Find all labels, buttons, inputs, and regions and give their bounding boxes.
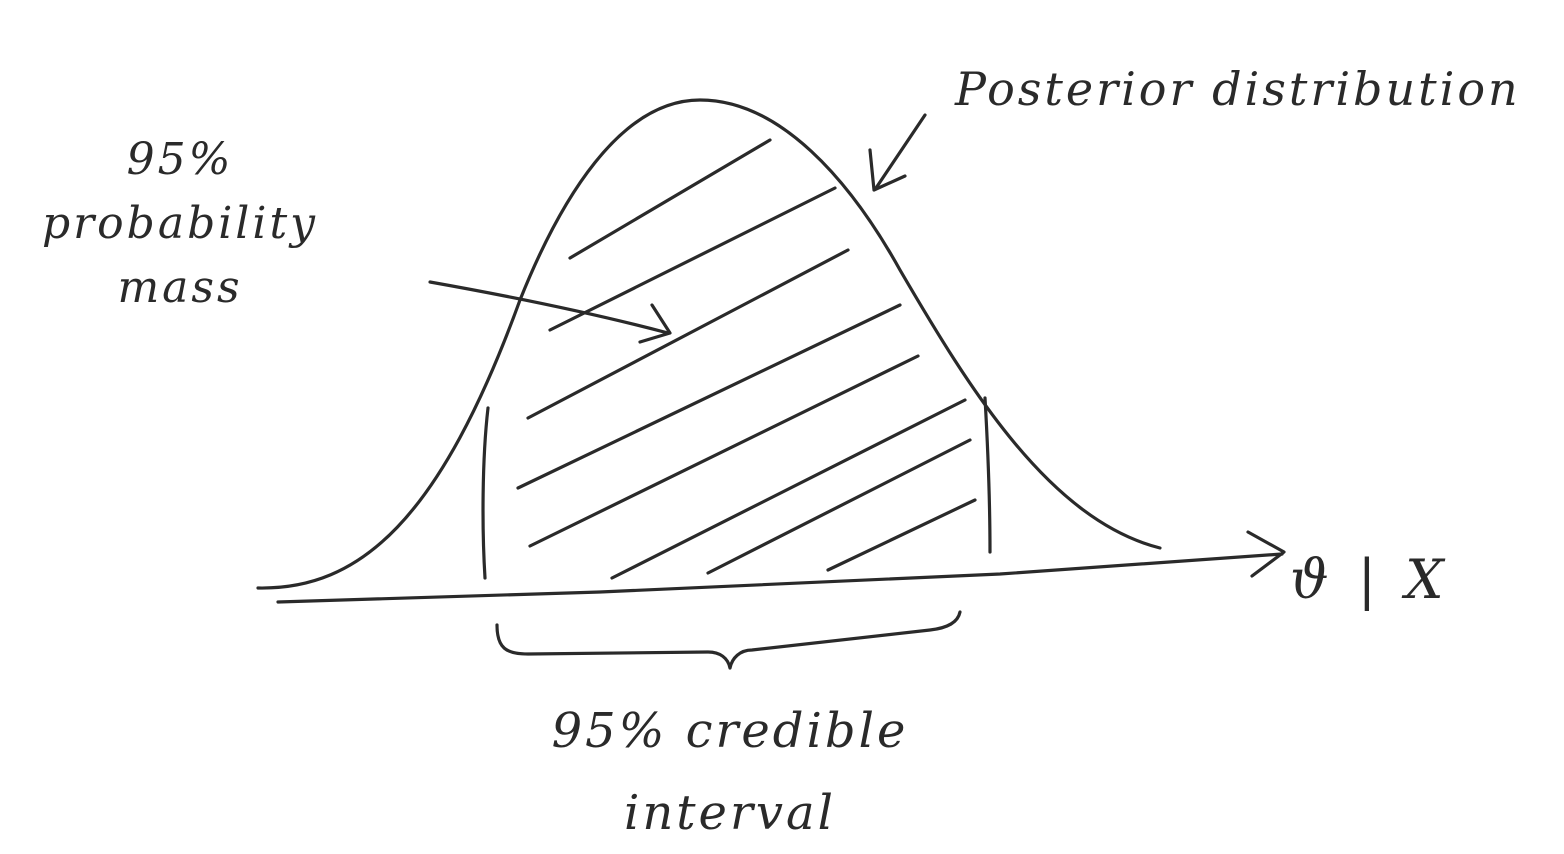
posterior-curve [256, 98, 1162, 590]
hatch-lines [516, 138, 977, 580]
interval-right-boundary [983, 396, 992, 554]
posterior-arrow-shaft [874, 113, 927, 190]
mass-arrow-shaft [428, 280, 670, 335]
interval-label-line-1: 95% credible [551, 703, 909, 759]
posterior-arrow-head [868, 148, 907, 192]
mass-label-line-3: mass [117, 262, 243, 313]
interval-left-boundary [481, 406, 490, 580]
interval-label-line-2: interval [624, 785, 836, 841]
mass-label-line-2: probability [41, 198, 318, 249]
credible-interval-label: 95% credible interval [505, 690, 955, 854]
x-axis-arrowhead [1246, 530, 1286, 578]
interval-brace [495, 610, 962, 670]
probability-mass-label: 95% probability mass [20, 128, 340, 320]
axis-label: ϑ | X [1290, 548, 1450, 611]
x-axis-line [276, 552, 1284, 604]
mass-label-line-1: 95% [126, 134, 234, 185]
mass-arrow-head [638, 303, 672, 344]
posterior-distribution-label: Posterior distribution [955, 62, 1521, 116]
